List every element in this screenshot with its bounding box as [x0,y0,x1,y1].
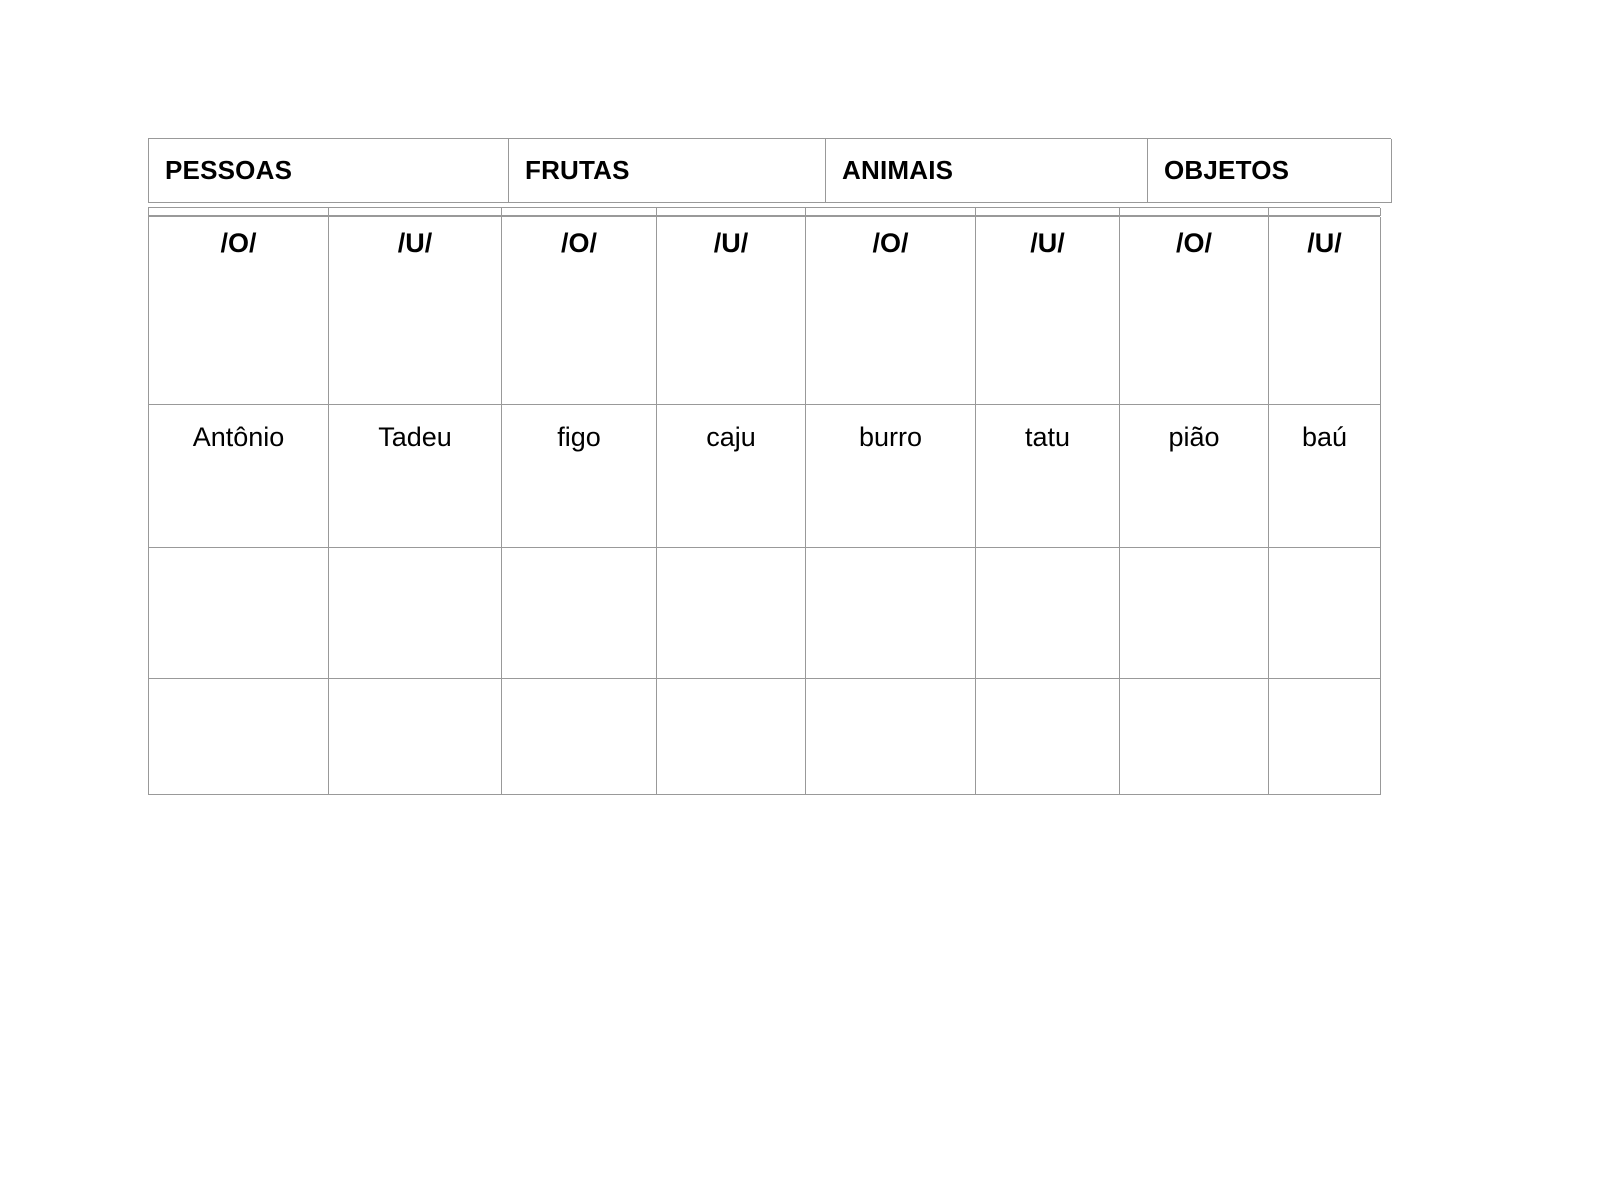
word-cell-pessoas-o[interactable]: Antônio [149,405,329,548]
empty-cell-animais-o[interactable] [806,548,976,679]
word-row: Antônio Tadeu figo caju burro tatu pião … [148,405,1381,548]
category-header-objetos[interactable]: OBJETOS [1148,139,1392,203]
spacer-cell [976,208,1120,216]
empty-cell-frutas-u[interactable] [657,548,806,679]
empty-cell-objetos-u[interactable] [1269,679,1381,795]
spacer-cell [1120,208,1269,216]
empty-cell-pessoas-o[interactable] [149,679,329,795]
empty-row [148,679,1381,795]
category-header-animais[interactable]: ANIMAIS [826,139,1148,203]
category-header-frutas[interactable]: FRUTAS [509,139,826,203]
empty-row [148,548,1381,679]
category-label: ANIMAIS [842,155,954,185]
word-cell-pessoas-u[interactable]: Tadeu [329,405,502,548]
word-cell-objetos-o[interactable]: pião [1120,405,1269,548]
phoneme-header-frutas-o[interactable]: /O/ [502,217,657,405]
empty-cell-frutas-o[interactable] [502,548,657,679]
category-label: OBJETOS [1164,155,1290,185]
spacer-cell [329,208,502,216]
empty-cell-animais-u[interactable] [976,548,1120,679]
word-cell-frutas-o[interactable]: figo [502,405,657,548]
spacer-cell [806,208,976,216]
phoneme-header-frutas-u[interactable]: /U/ [657,217,806,405]
empty-cell-animais-o[interactable] [806,679,976,795]
spacer-cell [657,208,806,216]
empty-cell-frutas-o[interactable] [502,679,657,795]
word-cell-objetos-u[interactable]: baú [1269,405,1381,548]
empty-cell-objetos-o[interactable] [1120,548,1269,679]
phoneme-header-objetos-o[interactable]: /O/ [1120,217,1269,405]
empty-cell-pessoas-u[interactable] [329,679,502,795]
category-label: PESSOAS [165,155,293,185]
phoneme-header-row: /O/ /U/ /O/ /U/ /O/ /U/ /O/ /U/ [148,217,1381,405]
phoneme-worksheet-table: PESSOAS FRUTAS ANIMAIS OBJETOS [148,138,1392,795]
body-table: /O/ /U/ /O/ /U/ /O/ /U/ /O/ /U/ Antônio … [148,216,1381,795]
phoneme-header-pessoas-o[interactable]: /O/ [149,217,329,405]
category-label: FRUTAS [525,155,630,185]
spacer-cell [149,208,329,216]
phoneme-header-animais-u[interactable]: /U/ [976,217,1120,405]
empty-cell-objetos-o[interactable] [1120,679,1269,795]
word-cell-animais-u[interactable]: tatu [976,405,1120,548]
empty-cell-objetos-u[interactable] [1269,548,1381,679]
word-cell-frutas-u[interactable]: caju [657,405,806,548]
phoneme-header-pessoas-u[interactable]: /U/ [329,217,502,405]
empty-cell-animais-u[interactable] [976,679,1120,795]
spacer-cell [1269,208,1381,216]
word-cell-animais-o[interactable]: burro [806,405,976,548]
empty-cell-pessoas-o[interactable] [149,548,329,679]
category-header-row: PESSOAS FRUTAS ANIMAIS OBJETOS [148,138,1392,203]
spacer-cell [502,208,657,216]
empty-cell-pessoas-u[interactable] [329,548,502,679]
spacer-row [148,207,1381,216]
category-header-pessoas[interactable]: PESSOAS [149,139,509,203]
empty-cell-frutas-u[interactable] [657,679,806,795]
phoneme-header-animais-o[interactable]: /O/ [806,217,976,405]
phoneme-header-objetos-u[interactable]: /U/ [1269,217,1381,405]
